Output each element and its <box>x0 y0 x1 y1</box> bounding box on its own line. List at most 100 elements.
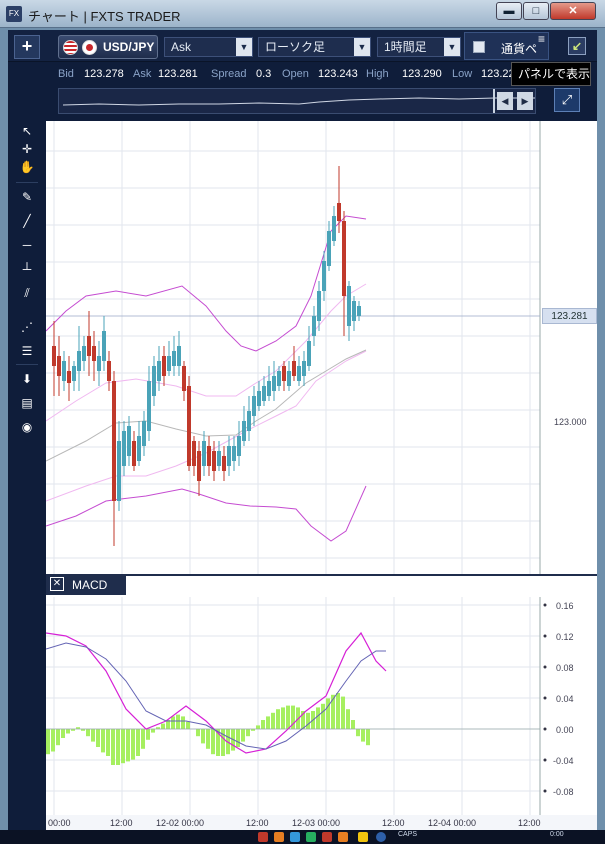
tray-icon[interactable] <box>358 832 368 842</box>
trendline-icon[interactable]: ╱ <box>23 214 31 228</box>
expand-icon[interactable]: ⤢ <box>554 88 580 112</box>
help-icon[interactable] <box>376 832 386 842</box>
candle-body <box>162 356 166 376</box>
scroll-right-icon[interactable]: ▶ <box>517 92 533 110</box>
tooltip: パネルで表示 <box>511 62 591 86</box>
macd-histogram-bar <box>281 707 285 729</box>
candle-body <box>52 346 56 366</box>
open-label: Open <box>282 68 309 80</box>
pencil-icon[interactable]: ✎ <box>21 190 33 204</box>
candle-body <box>337 203 341 221</box>
axis-tick <box>543 758 547 762</box>
chart-type-select[interactable]: ローソク足 ▼ <box>258 37 371 57</box>
candle-body <box>142 421 146 446</box>
macd-histogram-bar <box>111 729 115 765</box>
candle-body <box>277 371 281 386</box>
macd-histogram-bar <box>316 707 320 729</box>
caps-indicator: CAPS <box>398 831 418 838</box>
tray-icon[interactable] <box>306 832 316 842</box>
panel-tab-label: 通貨ペ <box>501 42 538 56</box>
tray-icon[interactable] <box>274 832 284 842</box>
macd-histogram-bar <box>356 729 360 737</box>
macd-histogram-bar <box>176 714 180 729</box>
hand-icon[interactable]: ✋ <box>19 160 35 174</box>
candle-body <box>342 221 346 296</box>
macd-histogram-bar <box>61 729 65 738</box>
dock-panel-icon[interactable]: ↙ <box>568 37 586 55</box>
chart-canvas[interactable] <box>46 121 597 830</box>
candle-body <box>117 441 121 501</box>
macd-histogram-bar <box>56 729 60 746</box>
time-axis <box>46 815 597 830</box>
candle-body <box>192 441 196 466</box>
close-button[interactable]: ✕ <box>550 2 596 20</box>
macd-histogram-bar <box>366 729 370 746</box>
candle-body <box>212 451 216 471</box>
camera-icon[interactable]: ◉ <box>21 420 33 434</box>
macd-histogram-bar <box>331 694 335 729</box>
maximize-button[interactable]: □ <box>523 2 549 20</box>
macd-histogram-bar <box>186 721 190 729</box>
pointer-icon[interactable]: ↖ <box>21 124 33 138</box>
candle-body <box>272 376 276 391</box>
overview-handle[interactable] <box>493 89 495 113</box>
close-icon[interactable]: ✕ <box>50 577 64 591</box>
macd-histogram-bar <box>336 693 340 729</box>
fibonacci-icon[interactable]: ☰ <box>21 344 33 358</box>
macd-histogram-bar <box>161 723 165 729</box>
tray-icon[interactable] <box>322 832 332 842</box>
scroll-left-icon[interactable]: ◀ <box>497 92 513 110</box>
tray-icon[interactable] <box>290 832 300 842</box>
macd-histogram-bar <box>236 729 240 747</box>
list-icon[interactable]: ▤ <box>21 396 33 410</box>
macd-histogram-bar <box>256 725 260 729</box>
low-value: 123.22 <box>481 68 515 80</box>
price-side-select[interactable]: Ask ▼ <box>164 37 253 57</box>
macd-histogram-bar <box>251 729 255 731</box>
candle-body <box>107 361 111 381</box>
drawing-toolbar: ↖ ✛ ✋ ✎ ╱ ─ ┴ ⫽ ⋰ ☰ ⬇ ▤ ◉ <box>8 118 46 830</box>
high-value: 123.290 <box>402 68 442 80</box>
candle-body <box>297 366 301 381</box>
add-chart-button[interactable]: + <box>14 35 40 59</box>
horizontal-line-icon[interactable]: ─ <box>22 238 32 252</box>
currency-pair-button[interactable]: USD/JPY <box>58 35 158 59</box>
panel-checkbox[interactable] <box>473 41 485 53</box>
time-axis-label: 12:00 <box>518 818 541 828</box>
fan-icon[interactable]: ⋰ <box>21 320 33 334</box>
overview-scrollbar[interactable]: ◀ ▶ <box>58 88 536 114</box>
bid-label: Bid <box>58 68 74 80</box>
crosshair-pointer-icon[interactable]: ✛ <box>21 142 33 156</box>
macd-histogram-bar <box>266 716 270 729</box>
tray-icon[interactable] <box>338 832 348 842</box>
macd-histogram-bar <box>321 703 325 729</box>
period-select[interactable]: 1時間足 ▼ <box>377 37 461 57</box>
chart-type-value: ローソク足 <box>265 40 326 54</box>
jp-flag-icon <box>82 40 97 55</box>
channel-icon[interactable]: ⫽ <box>24 286 30 300</box>
minimize-button[interactable]: ▬ <box>496 2 522 20</box>
macd-histogram-bar <box>361 729 365 742</box>
divider <box>16 182 38 183</box>
candle-body <box>307 341 311 366</box>
candle-body <box>302 361 306 376</box>
candle-body <box>352 301 356 321</box>
vertical-line-icon[interactable]: ┴ <box>22 262 32 276</box>
candle-body <box>97 356 101 371</box>
menu-icon[interactable]: ≡ <box>538 32 546 46</box>
currency-pair-panel-tab[interactable]: 通貨ペ <box>464 32 549 60</box>
title-bar[interactable]: FX チャート | FXTS TRADER ▬ □ ✕ <box>0 0 605 28</box>
macd-histogram-bar <box>146 729 150 740</box>
macd-histogram-bar <box>181 716 185 729</box>
chart-area[interactable]: 123.281 123.000 ✕ MACD 0.16 0.12 0.08 0.… <box>46 121 597 830</box>
currency-pair-label: USD/JPY <box>103 40 155 54</box>
candle-body <box>287 371 291 386</box>
tray-icon[interactable] <box>258 832 268 842</box>
download-icon[interactable]: ⬇ <box>21 372 33 386</box>
bollinger-inner-line <box>46 283 367 422</box>
candle-body <box>127 426 131 456</box>
candle-body <box>77 351 81 371</box>
macd-tick-label: 0.04 <box>556 694 574 704</box>
macd-histogram-bar <box>221 729 225 756</box>
candle-body <box>292 361 296 376</box>
